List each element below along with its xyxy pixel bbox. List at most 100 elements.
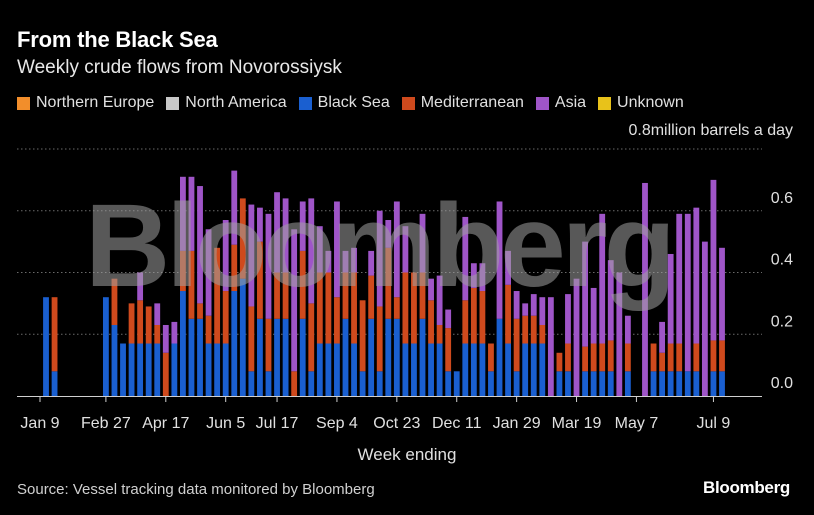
bar-asia	[693, 207, 700, 344]
bar-asia	[248, 204, 255, 307]
x-axis-label: Week ending	[357, 445, 457, 464]
bar-mediterranean	[513, 318, 520, 372]
bar-mediterranean	[359, 300, 366, 372]
legend-label: Mediterranean	[420, 94, 524, 111]
bar-mediterranean	[650, 343, 657, 372]
bar-black-sea	[231, 291, 238, 396]
bar-black-sea	[411, 343, 417, 396]
bar-asia	[325, 250, 332, 273]
bar-asia	[154, 303, 161, 325]
legend-item-black-sea: Black Sea	[298, 94, 390, 112]
bar-black-sea	[393, 318, 400, 396]
bar-black-sea	[539, 343, 546, 396]
bar-asia	[530, 294, 537, 316]
y-axis-unit-text: million barrels a day	[650, 122, 793, 139]
bar-black-sea	[402, 343, 409, 396]
bar-mediterranean	[428, 300, 434, 344]
bar-black-sea	[462, 343, 469, 396]
bar-mediterranean	[299, 250, 306, 319]
bar-mediterranean	[488, 343, 494, 372]
legend-label: Black Sea	[317, 94, 390, 111]
bar-asia	[470, 263, 477, 288]
x-tick-label: May 7	[615, 415, 659, 432]
bar-black-sea	[513, 371, 520, 396]
bar-asia	[162, 324, 169, 353]
bar-asia	[496, 201, 503, 319]
bar-black-sea	[265, 371, 272, 396]
bar-black-sea	[710, 371, 717, 396]
bar-mediterranean	[393, 297, 400, 319]
bar-mediterranean	[162, 352, 169, 396]
bar-asia	[308, 198, 315, 304]
bar-asia	[257, 207, 263, 242]
bar-black-sea	[428, 343, 434, 396]
bar-asia	[599, 213, 606, 344]
bar-mediterranean	[419, 272, 426, 319]
legend-label: North America	[185, 94, 287, 111]
bar-black-sea	[120, 343, 126, 396]
bar-asia	[299, 201, 306, 251]
bar-asia	[462, 216, 469, 301]
bar-black-sea	[556, 371, 563, 396]
bar-asia	[547, 297, 554, 396]
bar-black-sea	[214, 343, 221, 396]
bar-mediterranean	[385, 247, 392, 319]
x-tick-label: Jun 5	[206, 415, 245, 432]
bar-asia	[402, 226, 409, 273]
bar-black-sea	[590, 371, 597, 396]
bar-black-sea	[607, 371, 614, 396]
legend-item-mediterranean: Mediterranean	[401, 94, 524, 112]
bar-black-sea	[257, 318, 263, 396]
source-note: Source: Vessel tracking data monitored b…	[17, 481, 375, 498]
bar-asia	[513, 291, 520, 319]
y-axis-unit-label: 0.8million barrels a day	[628, 122, 793, 140]
bar-asia	[539, 297, 546, 325]
bar-mediterranean	[257, 241, 263, 319]
bar-mediterranean	[214, 247, 221, 344]
bar-black-sea	[334, 343, 340, 396]
bar-mediterranean	[351, 272, 357, 344]
bar-mediterranean	[188, 250, 195, 319]
bar-asia	[684, 213, 691, 372]
bar-asia	[710, 179, 717, 341]
bar-black-sea	[693, 371, 700, 396]
chart-subtitle: Weekly crude flows from Novorossiysk	[17, 57, 342, 78]
bar-mediterranean	[693, 343, 700, 372]
bar-mediterranean	[205, 315, 212, 344]
bar-mediterranean	[607, 340, 614, 372]
bar-black-sea	[308, 371, 315, 396]
bar-mediterranean	[51, 297, 58, 372]
legend-swatch	[598, 96, 612, 110]
bar-black-sea	[359, 371, 366, 396]
bar-black-sea	[342, 318, 349, 396]
legend-item-north-america: North America	[166, 94, 287, 112]
bar-asia	[222, 220, 229, 292]
bar-mediterranean	[368, 275, 375, 319]
bar-mediterranean	[462, 300, 469, 344]
bar-black-sea	[171, 343, 178, 396]
bar-black-sea	[128, 343, 135, 396]
bar-asia	[231, 170, 238, 245]
bar-mediterranean	[308, 303, 315, 372]
legend-label: Unknown	[617, 94, 684, 111]
bar-asia	[376, 210, 383, 307]
bar-black-sea	[180, 291, 186, 396]
bar-mediterranean	[222, 291, 229, 344]
bar-asia	[265, 213, 272, 319]
bar-black-sea	[624, 371, 631, 396]
bar-mediterranean	[436, 324, 443, 344]
legend-swatch	[298, 96, 312, 110]
legend-label: Asia	[554, 94, 587, 111]
bar-black-sea	[197, 318, 203, 396]
bar-mediterranean	[265, 318, 272, 372]
bar-black-sea	[719, 371, 725, 396]
legend-label: Northern Europe	[36, 94, 155, 111]
bar-black-sea	[659, 371, 666, 396]
bar-mediterranean	[291, 371, 298, 396]
bar-asia	[616, 272, 623, 396]
bar-black-sea	[43, 297, 49, 396]
x-tick-label: Feb 27	[81, 415, 131, 432]
bar-mediterranean	[274, 272, 280, 319]
bar-mediterranean	[590, 343, 597, 372]
